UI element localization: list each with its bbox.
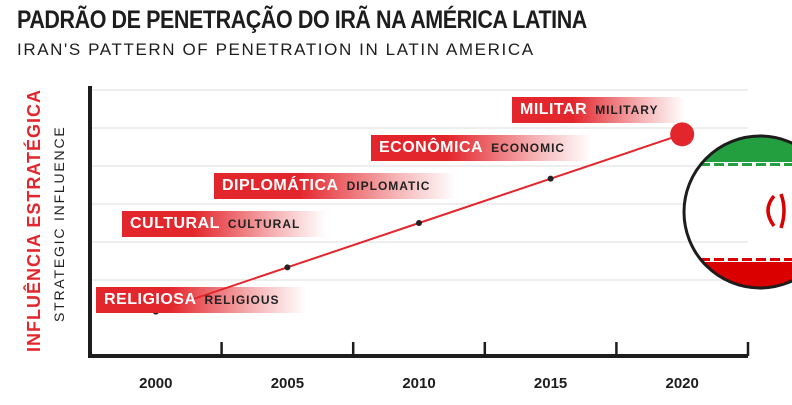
x-tick-labels: 2000 2005 2010 2015 2020 — [139, 375, 699, 392]
stage-label: MILITAR MILITARY — [512, 97, 685, 123]
takbir-mark — [742, 258, 752, 261]
grid-lines — [90, 89, 748, 281]
takbir-mark — [770, 258, 780, 261]
stage-label: DIPLOMÁTICA DIPLOMATIC — [214, 173, 457, 199]
data-point — [547, 175, 554, 182]
series-line — [152, 122, 695, 315]
takbir-mark — [784, 163, 792, 166]
takbir-mark — [784, 258, 792, 261]
stage-label-en: ECONOMIC — [491, 141, 566, 155]
emblem-icon — [766, 193, 786, 229]
data-point — [284, 264, 291, 271]
chart-subtitle: IRAN'S PATTERN OF PENETRATION IN LATIN A… — [17, 40, 535, 59]
data-point — [416, 220, 422, 226]
stage-label-pt: ECONÔMICA — [379, 139, 484, 156]
takbir-mark — [700, 163, 710, 166]
x-tick-label: 2000 — [139, 375, 172, 392]
y-axis-label: INFLUÊNCIA ESTRATÉGICA — [24, 89, 44, 352]
flag-red-band — [684, 262, 792, 288]
stage-label-pt: MILITAR — [520, 101, 588, 118]
stage-label: CULTURAL CULTURAL — [122, 211, 327, 237]
takbir-mark — [728, 258, 738, 261]
stage-label-pt: DIPLOMÁTICA — [222, 177, 339, 194]
stage-label-pt: CULTURAL — [130, 215, 220, 232]
takbir-mark — [714, 258, 724, 261]
takbir-mark — [770, 163, 780, 166]
endpoint-marker — [670, 122, 695, 147]
takbir-mark — [756, 163, 766, 166]
takbir-mark — [756, 258, 766, 261]
y-axis-label-english: STRATEGIC INFLUENCE — [51, 125, 67, 322]
stage-label-en: DIPLOMATIC — [346, 179, 431, 193]
flag-border — [682, 134, 792, 290]
stage-label-pt: RELIGIOSA — [104, 291, 197, 308]
stage-label: RELIGIOSA RELIGIOUS — [96, 287, 306, 313]
stage-label-en: RELIGIOUS — [204, 293, 280, 307]
stage-label: ECONÔMICA ECONOMIC — [371, 135, 592, 161]
iran-flag-icon — [682, 134, 792, 290]
takbir-mark — [728, 163, 738, 166]
x-tick-label: 2020 — [666, 375, 699, 392]
x-tick-label: 2005 — [271, 375, 304, 392]
flag-green-band — [684, 136, 792, 162]
stage-label-en: MILITARY — [595, 103, 659, 117]
chart-title: PADRÃO DE PENETRAÇÃO DO IRÃ NA AMÉRICA L… — [17, 6, 587, 34]
x-tick-label: 2010 — [402, 375, 435, 392]
stage-label-en: CULTURAL — [227, 217, 301, 231]
axes — [88, 86, 750, 358]
takbir-mark — [742, 163, 752, 166]
x-tick-label: 2015 — [534, 375, 567, 392]
takbir-mark — [714, 163, 724, 166]
takbir-mark — [700, 258, 710, 261]
